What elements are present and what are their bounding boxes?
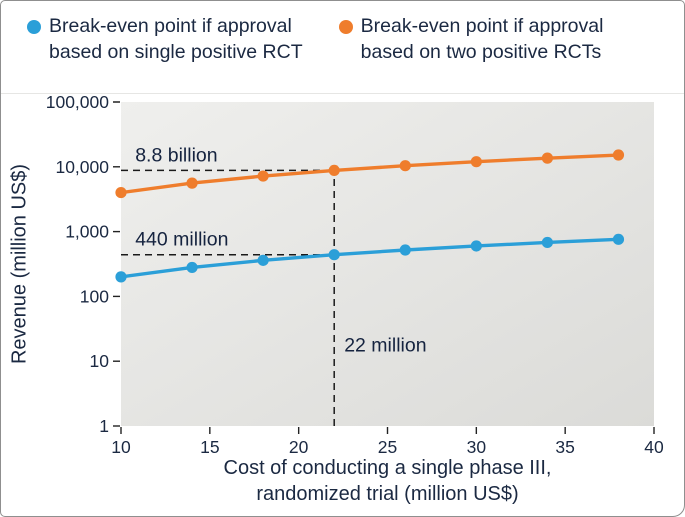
x-tick-label: 25 [378,437,397,454]
data-point [186,261,198,274]
annotation: 8.8 billion [135,144,217,166]
series-line [119,237,621,279]
x-tick-label: 40 [644,437,664,454]
x-tick-label: 30 [467,437,487,454]
y-tick-label: 10 [90,351,110,371]
x-tick-label: 20 [289,437,309,454]
data-point [470,156,482,168]
data-point [257,170,269,182]
legend-label-two-rcts: Break-even point if approval based on tw… [360,15,604,63]
x-tick-label: 15 [200,437,219,454]
x-tick-label: 10 [111,437,131,454]
data-point [541,236,554,249]
annotation: 440 million [135,229,228,251]
series-line [119,153,621,195]
x-tick-label: 35 [555,437,574,454]
legend-label-single-rct: Break-even point if approval based on si… [49,15,303,63]
y-tick-label: 1,000 [65,222,109,242]
x-axis-title: Cost of conducting a single phase III, r… [223,457,552,506]
y-tick-label: 1 [99,416,109,436]
chart: Revenue (million US$) 100,000 10,000 1,000… [1,94,684,508]
y-axis-title: Revenue (million US$) [8,163,31,365]
data-point [399,244,411,256]
chart-legend: Break-even point if approval based on si… [1,1,684,94]
data-point [612,233,625,245]
y-tick-label: 10,000 [55,157,109,177]
legend-marker-orange-dot [338,20,353,34]
data-point [328,249,340,261]
data-point [470,240,482,252]
data-point [186,177,198,189]
annotation: 22 million [344,335,426,357]
data-point [541,152,554,164]
y-tick-label: 100 [80,286,109,306]
data-point [115,186,127,199]
data-point [328,164,340,176]
y-tick-label: 100,000 [46,94,110,112]
legend-item-two-rcts: Break-even point if approval based on tw… [338,14,604,93]
data-point [115,271,127,283]
data-point [612,149,625,161]
data-point [257,254,269,266]
data-point [399,160,411,172]
legend-item-single-rct: Break-even point if approval based on si… [27,14,303,93]
legend-marker-blue-dot [27,20,41,34]
